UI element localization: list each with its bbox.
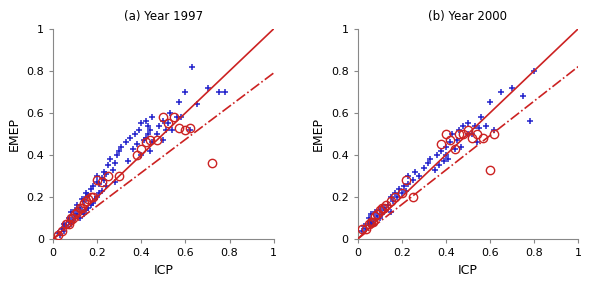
Title: (a) Year 1997: (a) Year 1997 bbox=[124, 10, 203, 23]
Y-axis label: EMEP: EMEP bbox=[8, 117, 21, 151]
Title: (b) Year 2000: (b) Year 2000 bbox=[428, 10, 507, 23]
X-axis label: ICP: ICP bbox=[458, 264, 478, 276]
X-axis label: ICP: ICP bbox=[153, 264, 173, 276]
Y-axis label: EMEP: EMEP bbox=[312, 117, 325, 151]
